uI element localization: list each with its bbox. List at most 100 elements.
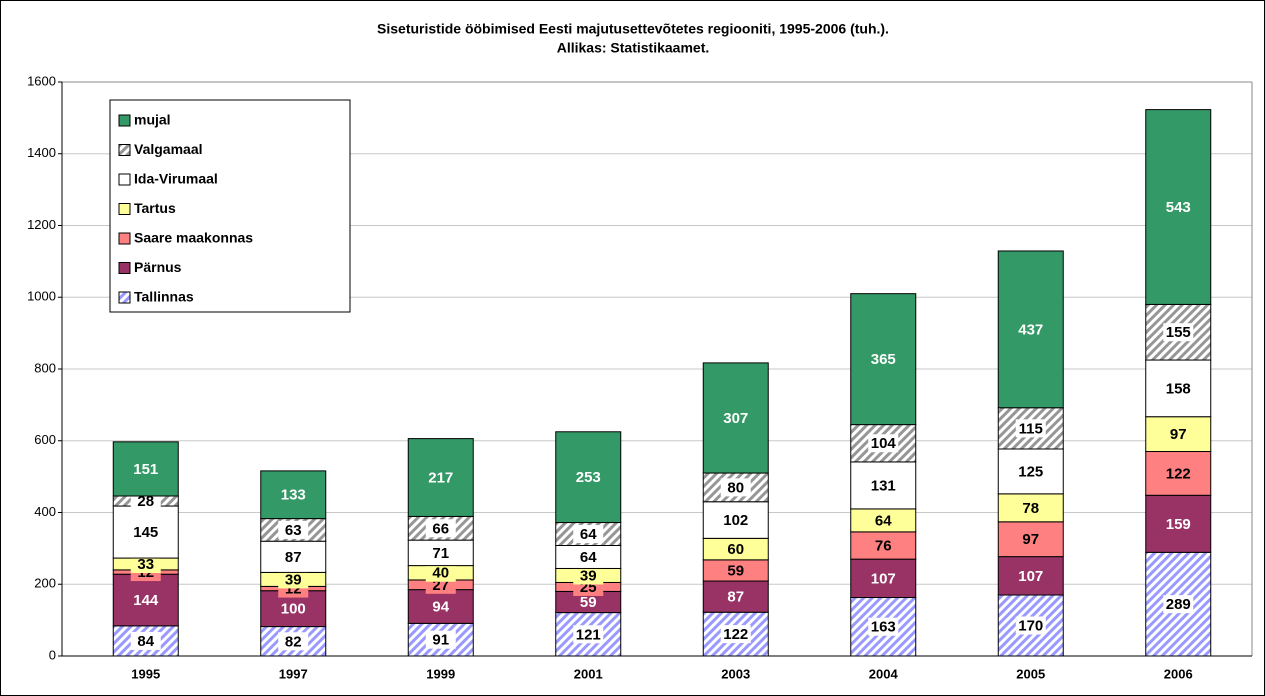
data-label: 97 — [1170, 426, 1187, 443]
label-bg — [1015, 462, 1046, 481]
y-tick-label: 1200 — [27, 217, 56, 232]
data-label: 151 — [133, 461, 158, 478]
label-bg — [425, 630, 456, 649]
data-label: 59 — [727, 562, 744, 579]
bar-segment — [850, 293, 917, 426]
label-bg — [720, 511, 751, 530]
data-label: 289 — [1166, 596, 1191, 613]
legend-swatch — [118, 232, 131, 245]
label-bg — [278, 570, 309, 589]
x-tick-label: 1997 — [279, 666, 308, 681]
data-label: 145 — [133, 524, 158, 541]
label-bg — [1163, 595, 1194, 614]
bar-segment — [997, 250, 1064, 409]
y-tick-label: 200 — [34, 576, 56, 591]
bar-segment — [407, 589, 474, 624]
data-label: 97 — [1022, 531, 1039, 548]
data-label: 365 — [871, 351, 896, 368]
data-label: 104 — [871, 435, 897, 452]
data-label: 107 — [1018, 568, 1043, 585]
data-label: 76 — [875, 537, 892, 554]
data-label: 543 — [1166, 199, 1191, 216]
data-label: 107 — [871, 570, 896, 587]
label-bg — [1163, 379, 1194, 398]
legend-label: Ida-Virumaal — [134, 171, 218, 187]
data-label: 121 — [576, 626, 601, 643]
chart-title: Siseturistide ööbimised Eesti majutusett… — [377, 21, 889, 37]
bar-segment — [702, 362, 769, 474]
legend-label: Valgamaal — [134, 141, 203, 157]
y-tick-label: 1400 — [27, 145, 56, 160]
label-bg — [720, 561, 751, 580]
label-bg — [573, 525, 604, 544]
legend-label: mujal — [134, 112, 171, 128]
label-bg — [868, 617, 899, 636]
legend-swatch — [118, 173, 131, 186]
label-bg — [868, 476, 899, 495]
bar-segment — [850, 558, 917, 599]
data-label: 82 — [285, 633, 302, 650]
label-bg — [1163, 425, 1194, 444]
label-bg — [1163, 323, 1194, 342]
label-bg — [1015, 498, 1046, 517]
label-bg — [278, 632, 309, 651]
data-label: 155 — [1166, 324, 1191, 341]
data-label: 40 — [432, 565, 449, 582]
bar-segment — [112, 573, 179, 627]
legend-swatch — [118, 203, 131, 215]
y-tick-label: 1600 — [27, 73, 56, 88]
label-bg — [278, 520, 309, 539]
label-bg — [425, 563, 456, 582]
x-tick-label: 1999 — [426, 666, 455, 681]
label-bg — [573, 566, 604, 585]
data-label: 28 — [137, 493, 154, 510]
data-label: 122 — [1166, 465, 1191, 482]
label-bg — [868, 536, 899, 555]
data-label: 60 — [727, 541, 744, 558]
bar-segment — [1145, 109, 1212, 305]
legend-box — [109, 99, 351, 313]
y-tick-label: 1000 — [27, 289, 56, 304]
data-label: 102 — [723, 512, 748, 529]
label-bg — [868, 511, 899, 530]
bar-segment — [407, 438, 474, 517]
legend-swatch — [118, 262, 131, 274]
data-label: 91 — [432, 632, 449, 649]
bar-segment — [997, 556, 1064, 596]
legend-label: Tartus — [134, 200, 176, 216]
data-label: 170 — [1018, 617, 1043, 634]
data-label: 163 — [871, 619, 896, 636]
data-label: 144 — [133, 592, 159, 609]
data-label: 80 — [727, 479, 744, 496]
data-label: 64 — [875, 512, 892, 529]
x-tick-label: 2004 — [869, 666, 899, 681]
label-bg — [278, 547, 309, 566]
label-bg — [130, 554, 161, 573]
data-label: 84 — [137, 633, 154, 650]
bar-segment — [850, 461, 917, 510]
bar-segment — [1145, 494, 1212, 553]
data-label: 64 — [580, 526, 597, 543]
data-label: 100 — [281, 601, 306, 618]
data-label: 87 — [727, 589, 744, 606]
data-label: 39 — [580, 567, 597, 584]
data-label: 307 — [723, 410, 748, 427]
legend-swatch — [118, 114, 131, 127]
bar-segment — [555, 431, 622, 524]
label-bg — [720, 625, 751, 644]
label-bg — [868, 434, 899, 453]
label-bg — [1015, 616, 1046, 635]
label-bg — [425, 519, 456, 538]
label-bg — [1015, 419, 1046, 438]
label-bg — [130, 492, 161, 511]
label-bg — [573, 625, 604, 644]
legend-label: Tallinnas — [134, 289, 194, 305]
data-label: 39 — [285, 571, 302, 588]
data-label: 253 — [576, 469, 601, 486]
x-tick-label: 2001 — [574, 666, 603, 681]
bar-segment — [260, 470, 327, 520]
data-label: 94 — [432, 598, 449, 615]
x-tick-label: 2003 — [721, 666, 750, 681]
data-label: 125 — [1018, 463, 1043, 480]
y-tick-label: 400 — [34, 504, 56, 519]
